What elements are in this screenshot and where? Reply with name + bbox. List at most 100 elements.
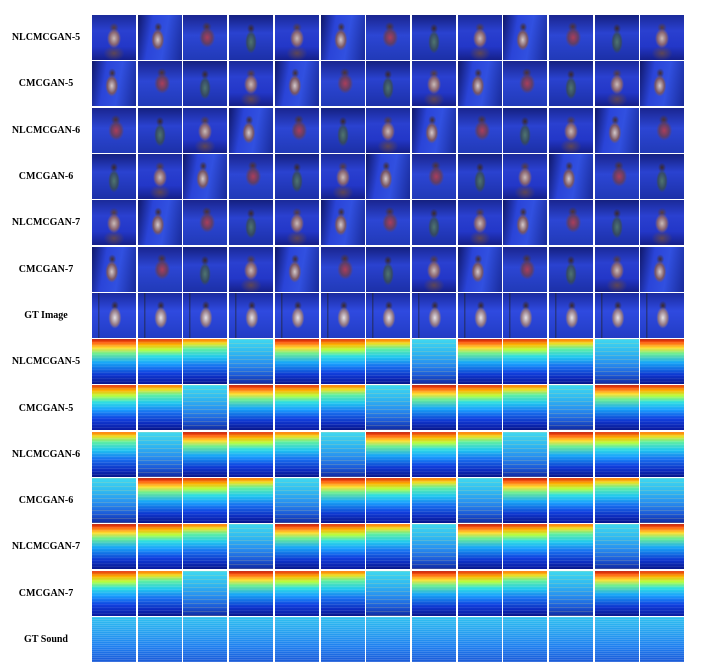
- sound-row-label: NLCMCGAN-6: [11, 448, 81, 460]
- sound-row-label: GT Sound: [23, 634, 68, 646]
- spectrogram-image: [137, 478, 182, 523]
- spectrogram-image: [366, 431, 411, 477]
- video-frame-image: [320, 107, 365, 153]
- spectrogram-image: [457, 570, 502, 616]
- spectrogram-image: [229, 524, 274, 570]
- spectrogram-image: [137, 385, 182, 431]
- spectrogram-image: [457, 339, 502, 385]
- video-frame-image: [457, 246, 502, 292]
- spectrogram-image: [92, 524, 136, 570]
- spectrogram-image: [320, 616, 365, 662]
- video-frame-image: [92, 153, 136, 199]
- video-frame-image: [366, 61, 411, 107]
- spectrogram-image: [366, 339, 411, 385]
- video-frame-image: [92, 61, 136, 107]
- image-row-label: CMCGAN-5: [18, 78, 74, 90]
- image-row-label: GT Image: [24, 309, 68, 321]
- video-frame-image: [229, 153, 274, 199]
- spectrogram-image: [92, 616, 136, 662]
- sound-row-label: CMCGAN-7: [18, 587, 74, 599]
- spectrogram-image: [274, 478, 319, 523]
- video-frame-image: [411, 292, 456, 338]
- spectrogram-image: [549, 524, 593, 570]
- spectrogram-image: [274, 524, 319, 570]
- video-frame-image: [549, 15, 593, 60]
- spectrogram-image: [366, 616, 411, 662]
- video-frame-image: [137, 246, 182, 292]
- spectrogram-image: [640, 385, 685, 431]
- spectrogram-image: [92, 385, 136, 431]
- video-frame-image: [366, 107, 411, 153]
- spectrogram-image: [320, 478, 365, 523]
- spectrogram-image: [503, 524, 548, 570]
- spectrogram-image: [640, 570, 685, 616]
- video-frame-image: [320, 292, 365, 338]
- spectrogram-image: [229, 570, 274, 616]
- video-frame-image: [640, 153, 685, 199]
- spectrogram-image: [366, 570, 411, 616]
- video-frame-image: [640, 292, 685, 338]
- spectrogram-image: [503, 570, 548, 616]
- video-frame-image: [137, 15, 182, 60]
- image-row-label: CMCGAN-7: [18, 263, 74, 275]
- sound-row: [92, 431, 686, 478]
- spectrogram-image: [549, 478, 593, 523]
- video-frame-image: [183, 292, 228, 338]
- spectrogram-image: [229, 616, 274, 662]
- video-frame-image: [411, 200, 456, 246]
- video-frame-image: [457, 15, 502, 60]
- video-frame-image: [229, 246, 274, 292]
- video-frame-image: [274, 246, 319, 292]
- sound-row-label: CMCGAN-5: [18, 402, 74, 414]
- spectrogram-image: [594, 385, 639, 431]
- spectrogram-image: [274, 570, 319, 616]
- video-frame-image: [503, 61, 548, 107]
- video-frame-image: [594, 61, 639, 107]
- spectrogram-image: [320, 339, 365, 385]
- spectrogram-image: [183, 616, 228, 662]
- video-frame-image: [411, 246, 456, 292]
- video-frame-image: [594, 153, 639, 199]
- spectrogram-image: [274, 431, 319, 477]
- spectrogram-image: [229, 339, 274, 385]
- video-frame-image: [92, 107, 136, 153]
- spectrogram-image: [457, 524, 502, 570]
- spectrogram-image: [549, 339, 593, 385]
- spectrogram-image: [137, 431, 182, 477]
- spectrogram-image: [411, 431, 456, 477]
- image-row: [92, 15, 686, 61]
- video-frame-image: [274, 107, 319, 153]
- video-frame-image: [274, 15, 319, 60]
- spectrogram-image: [274, 339, 319, 385]
- spectrogram-image: [92, 478, 136, 523]
- video-frame-image: [457, 153, 502, 199]
- spectrogram-image: [640, 478, 685, 523]
- video-frame-image: [274, 200, 319, 246]
- image-row-label: CMCGAN-6: [18, 171, 74, 183]
- video-frame-image: [594, 292, 639, 338]
- video-frame-image: [183, 15, 228, 60]
- spectrogram-image: [594, 616, 639, 662]
- spectrogram-image: [137, 570, 182, 616]
- spectrogram-image: [92, 431, 136, 477]
- video-frame-image: [594, 246, 639, 292]
- spectrogram-image: [183, 478, 228, 523]
- spectrogram-image: [274, 385, 319, 431]
- spectrogram-image: [183, 385, 228, 431]
- spectrogram-image: [183, 339, 228, 385]
- video-frame-image: [183, 61, 228, 107]
- video-frame-image: [183, 246, 228, 292]
- video-frame-image: [411, 107, 456, 153]
- spectrogram-image: [594, 478, 639, 523]
- video-frame-image: [229, 107, 274, 153]
- video-frame-image: [366, 200, 411, 246]
- video-frame-image: [549, 200, 593, 246]
- sound-row-label: CMCGAN-6: [18, 495, 74, 507]
- spectrogram-image: [457, 385, 502, 431]
- spectrogram-image: [320, 524, 365, 570]
- video-frame-image: [92, 246, 136, 292]
- image-row-label: NLCMCGAN-7: [11, 217, 81, 229]
- video-frame-image: [92, 292, 136, 338]
- video-frame-image: [183, 107, 228, 153]
